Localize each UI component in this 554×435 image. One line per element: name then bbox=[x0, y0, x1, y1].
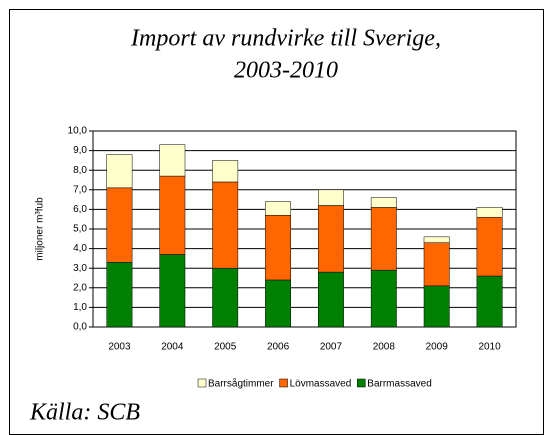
legend-label: Barrsågtimmer bbox=[208, 378, 274, 390]
bar-segment bbox=[317, 205, 344, 273]
x-tick-label: 2003 bbox=[108, 342, 131, 353]
legend-swatch bbox=[357, 378, 366, 388]
bar-segment bbox=[370, 269, 397, 328]
bar-segment bbox=[317, 189, 344, 206]
y-tick-label: 6,0 bbox=[73, 204, 87, 215]
bar-segment bbox=[370, 207, 397, 271]
y-tick-label: 3,0 bbox=[73, 263, 87, 274]
bar-segment bbox=[265, 279, 292, 328]
x-tick-label: 2006 bbox=[267, 342, 290, 353]
bar-segment bbox=[476, 207, 503, 218]
bar-segment bbox=[212, 160, 239, 183]
chart-title: 2003-2010 bbox=[234, 58, 338, 84]
y-tick-label: 1,0 bbox=[73, 302, 87, 313]
bar-segment bbox=[212, 181, 239, 269]
bar-segment bbox=[370, 197, 397, 208]
legend-label: Lövmassaved bbox=[290, 379, 352, 390]
x-tick-label: 2005 bbox=[214, 342, 237, 353]
bar-segment bbox=[212, 267, 239, 328]
y-tick-label: 5,0 bbox=[73, 224, 87, 235]
bar-segment bbox=[106, 262, 133, 328]
y-tick-label: 10,0 bbox=[68, 126, 88, 137]
y-tick-label: 8,0 bbox=[73, 165, 87, 176]
x-tick-label: 2010 bbox=[478, 342, 501, 353]
x-tick-label: 2008 bbox=[373, 342, 396, 353]
legend-label: Barrmassaved bbox=[367, 379, 431, 390]
y-axis-label: miljoner m³fub bbox=[35, 197, 46, 261]
bar-segment bbox=[423, 236, 450, 243]
source: Källa: SCB bbox=[29, 400, 140, 426]
bar-segment bbox=[423, 242, 450, 287]
y-tick-label: 9,0 bbox=[73, 145, 87, 156]
chart-title: Import av rundvirke till Sverige, bbox=[130, 26, 441, 52]
bar-segment bbox=[423, 285, 450, 328]
bar-segment bbox=[159, 175, 186, 255]
bar-segment bbox=[265, 215, 292, 281]
y-tick-label: 0,0 bbox=[73, 322, 87, 333]
bar-segment bbox=[159, 254, 186, 328]
x-tick-label: 2007 bbox=[320, 342, 343, 353]
legend-swatch bbox=[197, 378, 207, 388]
x-tick-label: 2009 bbox=[426, 342, 449, 353]
bar-segment bbox=[265, 201, 292, 216]
bar-segment bbox=[159, 144, 186, 177]
bar-segment bbox=[106, 154, 133, 189]
bar-segment bbox=[476, 275, 503, 328]
legend-swatch bbox=[279, 378, 288, 388]
x-tick-label: 2004 bbox=[161, 342, 184, 353]
bar-segment bbox=[476, 216, 503, 277]
y-tick-label: 7,0 bbox=[73, 184, 87, 195]
y-tick-label: 4,0 bbox=[73, 243, 87, 254]
y-tick-label: 2,0 bbox=[73, 282, 87, 293]
bar-segment bbox=[317, 271, 344, 328]
bar-segment bbox=[106, 187, 133, 263]
